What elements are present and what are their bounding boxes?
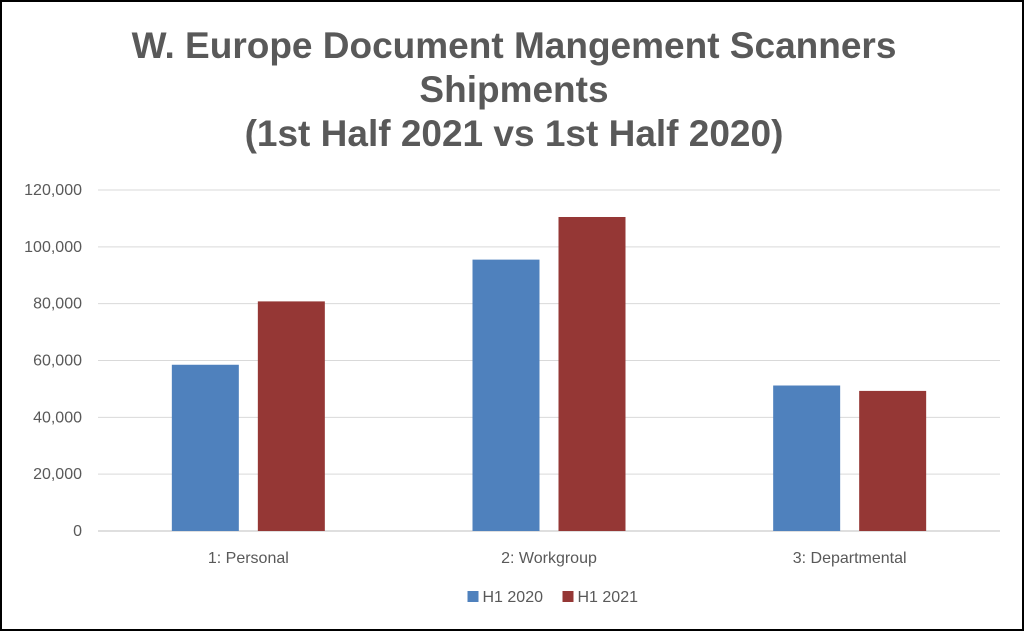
x-category-label: 3: Departmental	[793, 550, 907, 567]
bar-h1-2020	[171, 364, 239, 531]
y-tick-label: 40,000	[33, 409, 82, 426]
legend-swatch	[467, 591, 479, 602]
bar-h1-2021	[257, 301, 325, 531]
bar-h1-2021	[558, 216, 626, 531]
chart-title-line-2: Shipments	[419, 69, 609, 110]
chart-title-line-3: (1st Half 2021 vs 1st Half 2020)	[244, 113, 784, 154]
y-tick-label: 0	[73, 523, 82, 540]
legend-label: H1 2020	[483, 589, 544, 606]
bar-h1-2020	[773, 385, 841, 531]
y-tick-label: 80,000	[33, 296, 82, 313]
legend-label: H1 2021	[578, 589, 639, 606]
bar-h1-2021	[859, 390, 927, 531]
bar-h1-2020	[472, 259, 540, 531]
x-category-label: 2: Workgroup	[501, 550, 597, 567]
chart-title-line-1: W. Europe Document Mangement Scanners	[131, 25, 897, 66]
legend-swatch	[562, 591, 574, 602]
y-tick-label: 20,000	[33, 466, 82, 483]
chart-title: W. Europe Document Mangement Scanners Sh…	[2, 24, 1024, 156]
y-tick-label: 100,000	[24, 239, 82, 256]
y-tick-label: 60,000	[33, 353, 82, 370]
y-tick-label: 120,000	[24, 182, 82, 199]
x-category-label: 1: Personal	[208, 550, 289, 567]
